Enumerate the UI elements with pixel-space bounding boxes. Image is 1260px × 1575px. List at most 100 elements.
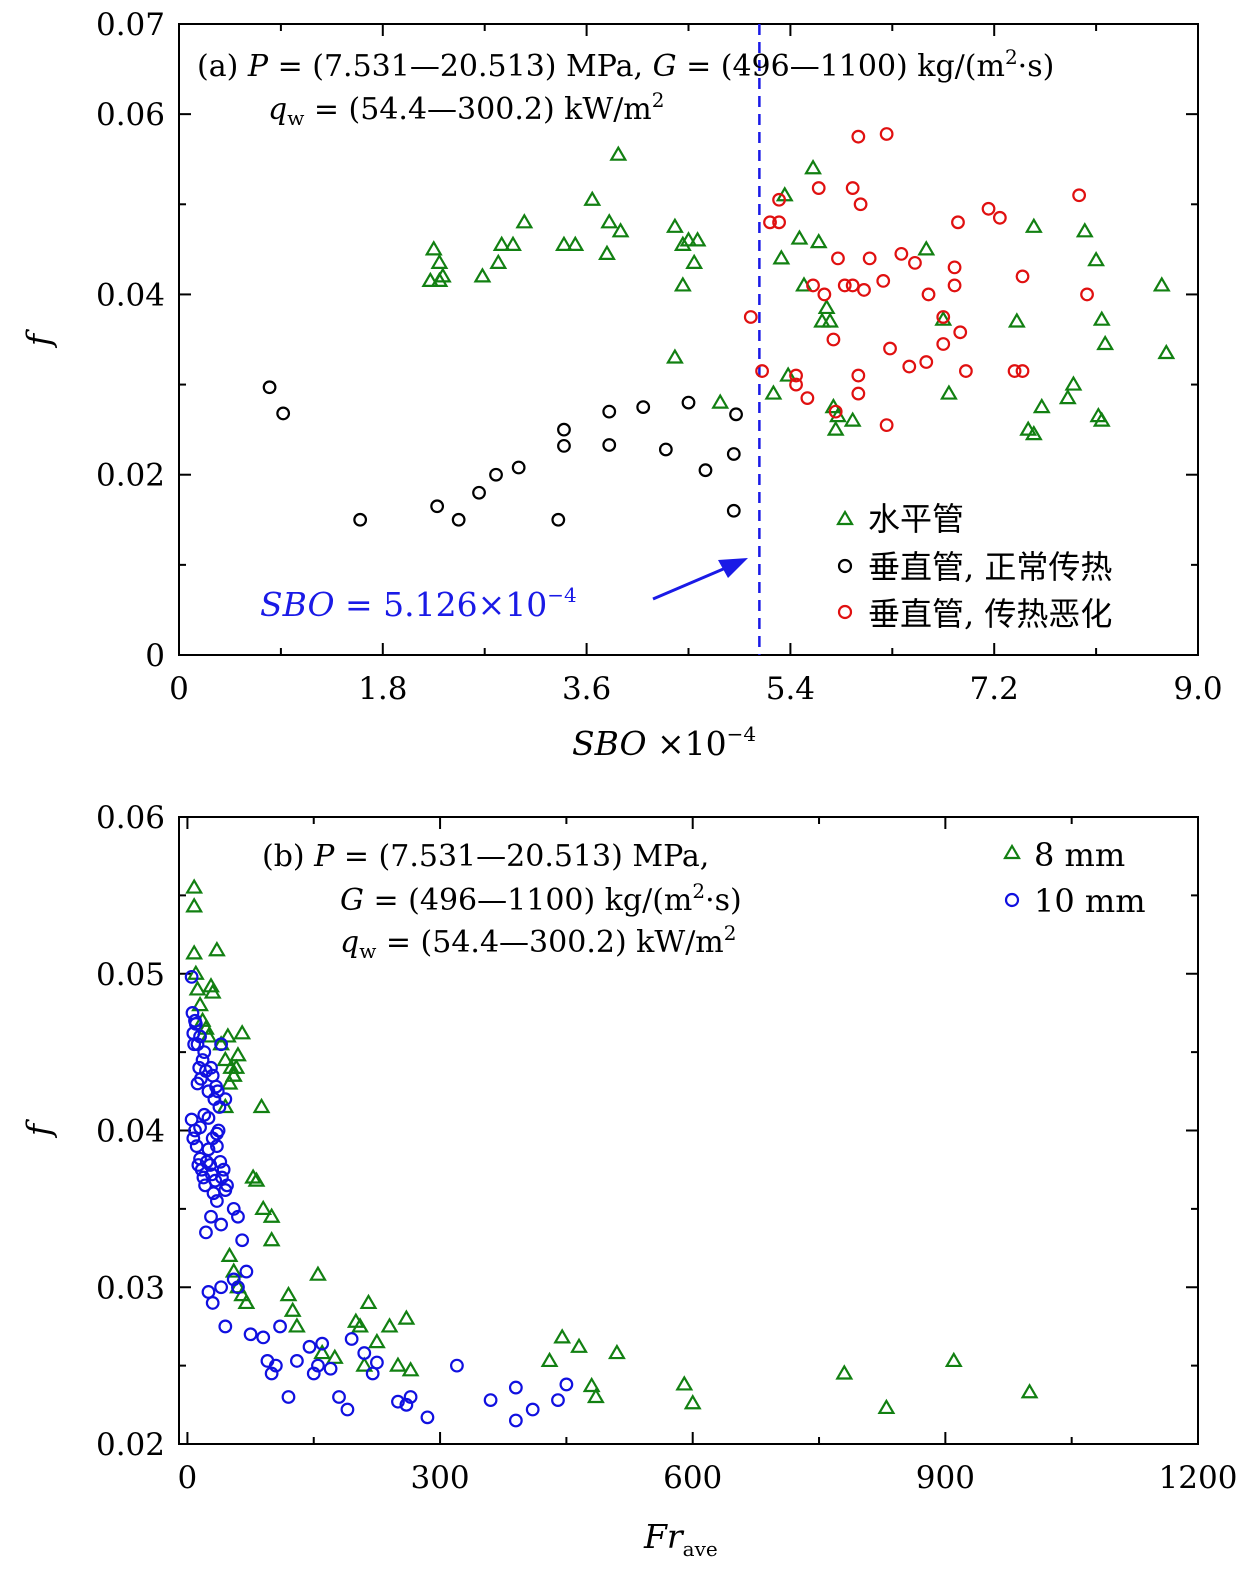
data-point-circle-series-2 [763, 215, 777, 230]
data-point-circle-series-1 [276, 406, 291, 421]
data-point-triangle-series-0 [582, 1376, 601, 1393]
data-point-circle-series-1 [511, 460, 526, 475]
data-point-triangle-series-0 [262, 1207, 281, 1223]
data-point-circle-series-2 [1015, 364, 1030, 378]
data-point-triangle-series-0 [489, 253, 508, 269]
data-point-circle-series-2 [876, 274, 891, 288]
y-tick-label: 0 [145, 638, 165, 674]
data-point-triangle-series-0 [1064, 375, 1083, 391]
y-tick-label: 0.07 [96, 7, 165, 43]
data-point-circle-series-1 [525, 1402, 540, 1417]
data-point-triangle-series-0 [675, 1375, 694, 1391]
data-point-circle-series-2 [837, 278, 852, 293]
data-point-circle-series-1 [201, 1285, 216, 1299]
data-point-circle-series-1 [340, 1402, 355, 1417]
data-point-triangle-series-0 [570, 1337, 588, 1353]
data-point-triangle-series-0 [220, 1074, 239, 1090]
data-point-circle-series-1 [315, 1336, 330, 1351]
data-marks-a [262, 127, 1176, 527]
data-point-circle-series-2 [1080, 287, 1094, 302]
data-point-circle-series-1 [216, 1162, 231, 1177]
data-point-triangle-series-0 [679, 231, 698, 247]
data-point-circle-series-1 [302, 1339, 317, 1354]
data-point-triangle-series-0 [283, 1301, 302, 1317]
data-point-circle-series-1 [197, 1045, 212, 1060]
data-point-triangle-series-0 [188, 980, 207, 996]
data-point-circle-series-1 [220, 1178, 234, 1193]
data-point-triangle-series-0 [583, 190, 602, 206]
data-point-circle-series-2 [800, 391, 815, 405]
data-point-circle-series-2 [883, 341, 897, 356]
data-point-triangle-series-0 [224, 1066, 243, 1082]
data-point-circle-series-1 [214, 1217, 229, 1232]
data-point-triangle-series-0 [809, 232, 828, 249]
x-tick-label: 0 [178, 1460, 198, 1496]
data-point-triangle-series-0 [367, 1332, 386, 1349]
data-point-triangle-series-0 [1024, 217, 1043, 233]
data-point-triangle-series-0 [309, 1265, 327, 1281]
data-point-triangle-series-0 [359, 1293, 378, 1310]
data-point-circle-series-2 [755, 364, 769, 378]
data-point-circle-series-1 [726, 503, 741, 518]
data-point-triangle-series-0 [1058, 388, 1077, 405]
data-point-triangle-series-0 [185, 897, 204, 913]
data-point-circle-series-1 [508, 1380, 523, 1395]
data-point-triangle-series-0 [939, 384, 958, 400]
data-point-triangle-series-0 [424, 240, 443, 256]
data-point-triangle-series-0 [224, 1262, 243, 1278]
data-point-circle-series-2 [921, 287, 936, 302]
data-point-circle-series-1 [344, 1332, 359, 1346]
data-point-triangle-series-0 [555, 235, 573, 251]
data-point-triangle-series-0 [673, 235, 692, 251]
data-point-circle-series-1 [472, 485, 486, 500]
data-point-triangle-series-0 [917, 240, 936, 256]
data-point-circle-series-2 [772, 192, 786, 207]
data-point-triangle-series-0 [813, 312, 832, 328]
legend-b-item-8mm: 8 mm [1003, 836, 1125, 874]
data-point-circle-series-1 [557, 422, 571, 437]
data-point-circle-series-1 [243, 1327, 258, 1342]
data-point-triangle-series-0 [401, 1361, 420, 1377]
data-point-circle-series-2 [908, 255, 922, 270]
data-point-triangle-series-0 [600, 213, 619, 229]
data-point-circle-series-1 [636, 400, 651, 415]
data-point-circle-series-1 [208, 1173, 223, 1188]
data-point-triangle-series-0 [233, 1024, 252, 1040]
data-point-circle-series-1 [231, 1280, 245, 1295]
data-point-circle-series-2 [981, 201, 996, 216]
data-point-triangle-series-0 [473, 267, 492, 283]
data-point-circle-series-2 [811, 181, 826, 195]
data-point-circle-series-1 [602, 404, 617, 419]
data-point-circle-series-2 [862, 251, 877, 266]
legend-b-label-0: 8 mm [1034, 836, 1125, 874]
legend-b-label-1: 10 mm [1034, 882, 1146, 920]
data-point-circle-series-2 [919, 355, 934, 369]
data-point-circle-series-1 [209, 1126, 224, 1141]
data-point-triangle-series-0 [688, 231, 707, 247]
data-point-circle-series-1 [226, 1201, 241, 1216]
data-point-circle-series-2 [817, 287, 832, 302]
legend-a-label-0: 水平管 [868, 500, 964, 538]
data-point-triangle-series-0 [421, 271, 440, 288]
data-point-triangle-series-0 [244, 1168, 263, 1184]
data-point-triangle-series-0 [254, 1199, 273, 1215]
legend-a-item-vertical-deterioration: 垂直管, 传热恶化 [837, 595, 1112, 633]
annotation-b-line3: qw = (54.4—300.2) kW/m2 [340, 921, 736, 963]
data-point-triangle-series-0 [665, 348, 684, 364]
data-point-triangle-series-0 [711, 393, 730, 409]
data-point-triangle-series-0 [397, 1309, 416, 1325]
data-point-triangle-series-0 [772, 249, 791, 265]
data-point-circle-series-1 [450, 1358, 464, 1373]
data-point-circle-series-1 [399, 1397, 414, 1412]
data-point-circle-series-1 [332, 1390, 346, 1404]
data-point-triangle-series-0 [586, 1387, 605, 1404]
data-point-circle-series-1 [430, 499, 445, 514]
threshold-arrow-head [718, 558, 748, 578]
x-axis-label-a: SBO ×10−4 [572, 722, 756, 763]
data-point-circle-series-1 [551, 1393, 565, 1408]
y-tick-label: 0.03 [96, 1270, 165, 1306]
annotation-a-line1: (a) P = (7.531—20.513) MPa, G = (496—110… [197, 45, 1054, 84]
data-point-circle-series-1 [290, 1354, 304, 1368]
x-tick-label: 300 [410, 1460, 469, 1496]
data-point-triangle-series-0 [598, 244, 616, 260]
